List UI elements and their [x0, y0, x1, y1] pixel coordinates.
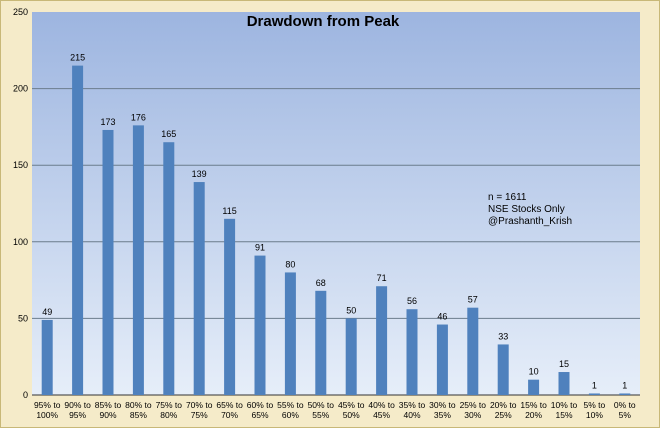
- data-label: 10: [529, 367, 539, 377]
- bar: [163, 142, 174, 395]
- bar: [194, 182, 205, 395]
- bar: [437, 325, 448, 395]
- y-tick-label: 150: [13, 160, 28, 170]
- bar: [528, 380, 539, 395]
- data-label: 215: [70, 53, 85, 63]
- data-label: 173: [100, 117, 115, 127]
- bar: [407, 309, 418, 395]
- data-label: 1: [622, 380, 627, 390]
- bar: [72, 66, 83, 395]
- data-label: 68: [316, 278, 326, 288]
- data-label: 1: [592, 380, 597, 390]
- bar: [619, 393, 630, 395]
- annotation-line: n = 1611: [488, 192, 527, 203]
- bar: [255, 256, 266, 395]
- bar: [498, 344, 509, 395]
- x-tick-label: 95% to100%: [34, 400, 61, 420]
- y-tick-label: 100: [13, 237, 28, 247]
- bar: [315, 291, 326, 395]
- x-tick-label: 5% to10%: [584, 400, 606, 420]
- bar: [559, 372, 570, 395]
- bar: [346, 318, 357, 395]
- data-label: 91: [255, 243, 265, 253]
- data-label: 165: [161, 129, 176, 139]
- chart-title: Drawdown from Peak: [247, 13, 400, 30]
- data-label: 71: [377, 273, 387, 283]
- data-label: 115: [222, 206, 236, 216]
- data-label: 50: [346, 305, 356, 315]
- data-label: 57: [468, 295, 478, 305]
- bar: [376, 286, 387, 395]
- y-tick-label: 250: [13, 7, 28, 17]
- data-label: 33: [498, 331, 508, 341]
- bar: [42, 320, 53, 395]
- data-label: 46: [437, 312, 447, 322]
- data-label: 176: [131, 112, 146, 122]
- y-tick-label: 200: [13, 84, 28, 94]
- bar: [285, 272, 296, 395]
- bar: [589, 393, 600, 395]
- annotation-line: NSE Stocks Only: [488, 204, 565, 215]
- bar: [133, 125, 144, 395]
- bar: [103, 130, 114, 395]
- data-label: 56: [407, 296, 417, 306]
- data-label: 80: [285, 259, 295, 269]
- y-tick-label: 50: [18, 313, 28, 323]
- y-tick-label: 0: [23, 390, 28, 400]
- bar: [224, 219, 235, 395]
- annotation-line: @Prashanth_Krish: [488, 216, 572, 227]
- bar: [467, 308, 478, 395]
- data-label: 49: [42, 307, 52, 317]
- data-label: 15: [559, 359, 569, 369]
- data-label: 139: [192, 169, 207, 179]
